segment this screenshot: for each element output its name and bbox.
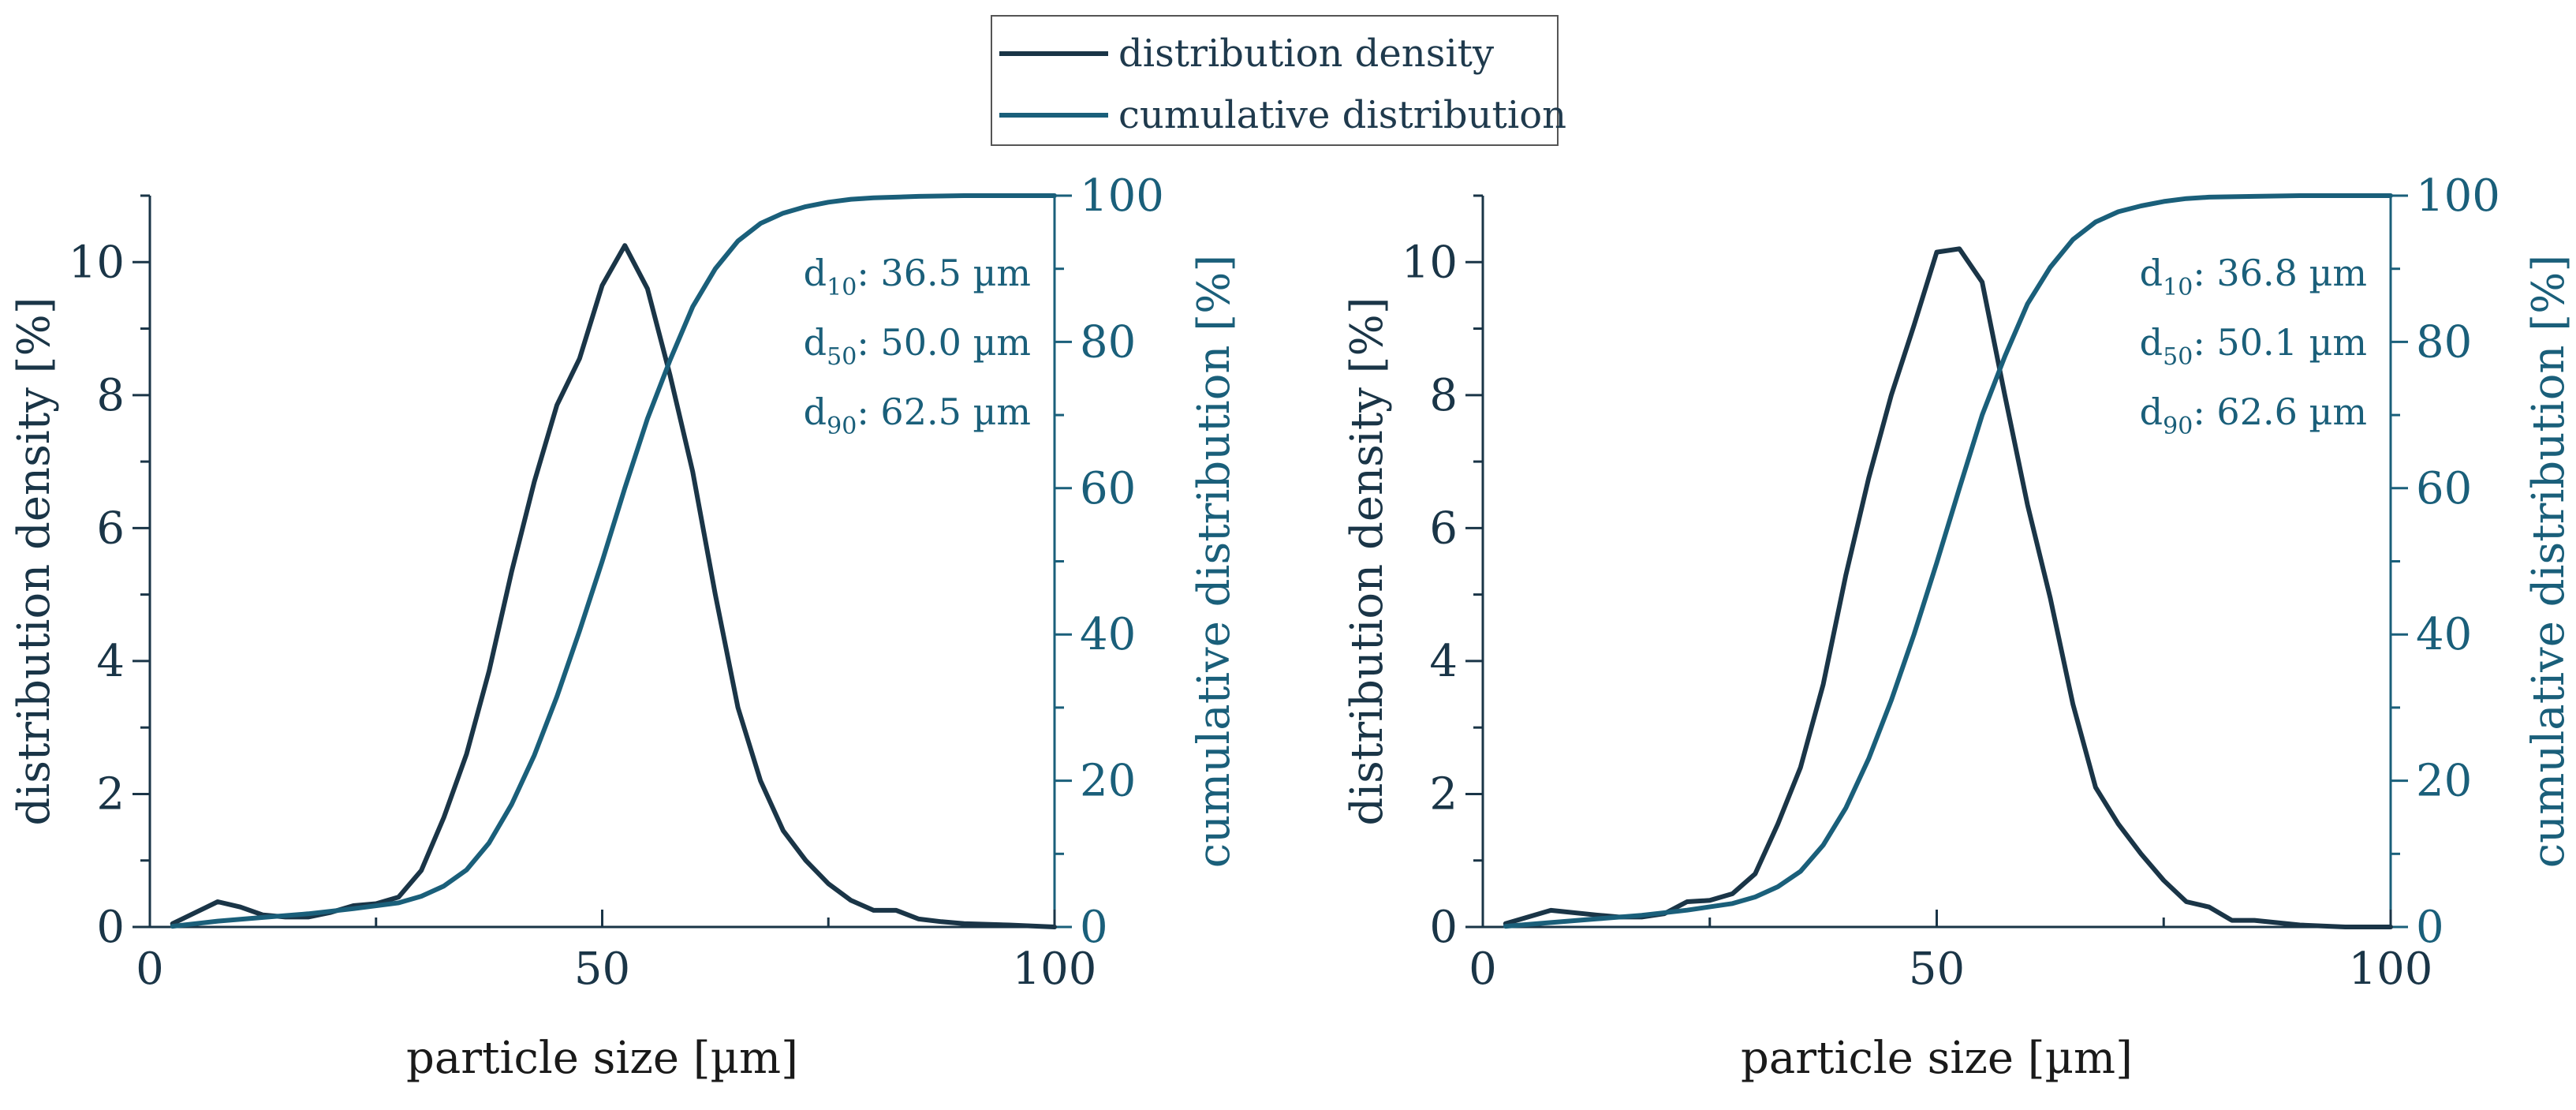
annotation-d90: d90: 62.6 µm <box>2140 391 2367 440</box>
y-left-tick-label: 4 <box>1429 636 1458 687</box>
annotation-value: : 62.6 µm <box>2193 391 2367 433</box>
y-right-tick-label: 0 <box>1080 902 1108 953</box>
annotation-value: : 62.5 µm <box>857 391 1031 433</box>
y-left-tick-label: 10 <box>69 237 125 288</box>
legend-label-cumulative: cumulative distribution <box>1118 93 1566 137</box>
y-right-tick-label: 80 <box>2416 316 2472 368</box>
annotation-base: d <box>804 252 827 294</box>
y-left-tick-label: 6 <box>1429 503 1458 554</box>
y-right-axis-title: cumulative distribution [%] <box>2523 255 2574 868</box>
y-right-tick-label: 40 <box>2416 609 2472 660</box>
annotation-d50: d50: 50.0 µm <box>804 321 1031 371</box>
annotation-value: : 50.0 µm <box>857 321 1031 364</box>
x-tick-label: 0 <box>1469 944 1497 995</box>
annotation-base: d <box>804 391 827 433</box>
legend-box <box>991 15 1559 146</box>
x-tick-label: 0 <box>136 944 164 995</box>
y-right-tick-label: 60 <box>2416 463 2472 514</box>
annotation-subscript: 10 <box>2163 274 2193 301</box>
series-line-cumulative <box>1503 193 2393 929</box>
annotation-subscript: 90 <box>2163 413 2193 440</box>
y-left-tick-label: 10 <box>1402 237 1458 288</box>
y-left-tick-label: 6 <box>96 503 125 554</box>
series-line-cumulative <box>170 193 1057 929</box>
y-right-axis-title: cumulative distribution [%] <box>1189 255 1240 868</box>
annotation-d50: d50: 50.1 µm <box>2140 321 2367 371</box>
annotation-d10: d10: 36.8 µm <box>2140 252 2367 301</box>
x-axis-title: particle size [µm] <box>1741 1033 2133 1084</box>
y-left-tick-label: 8 <box>1429 370 1458 421</box>
legend-label-density: distribution density <box>1118 32 1494 76</box>
y-left-tick-label: 0 <box>96 902 125 953</box>
annotation-value: : 36.5 µm <box>857 252 1031 294</box>
annotation-d10: d10: 36.5 µm <box>804 252 1031 301</box>
annotation-subscript: 10 <box>827 274 857 301</box>
y-right-tick-label: 0 <box>2416 902 2444 953</box>
x-tick-label: 100 <box>2349 944 2433 995</box>
annotation-subscript: 50 <box>827 343 857 371</box>
annotation-value: : 36.8 µm <box>2193 252 2367 294</box>
x-tick-label: 50 <box>1909 944 1965 995</box>
x-tick-label: 50 <box>574 944 630 995</box>
y-right-tick-label: 40 <box>1080 609 1136 660</box>
annotation-d90: d90: 62.5 µm <box>804 391 1031 440</box>
annotation-base: d <box>804 321 827 364</box>
x-axis-title: particle size [µm] <box>406 1033 798 1084</box>
legend: distribution density cumulative distribut… <box>991 15 1566 146</box>
y-right-tick-label: 80 <box>1080 316 1136 368</box>
y-right-tick-label: 100 <box>1080 170 1164 222</box>
y-left-tick-label: 8 <box>96 370 125 421</box>
y-left-tick-label: 2 <box>1429 768 1458 820</box>
y-left-axis-title: distribution density [%] <box>9 297 60 825</box>
y-right-tick-label: 100 <box>2416 170 2500 222</box>
annotation-value: : 50.1 µm <box>2193 321 2367 364</box>
annotation-subscript: 90 <box>827 413 857 440</box>
y-left-tick-label: 4 <box>96 636 125 687</box>
y-left-axis-title: distribution density [%] <box>1342 297 1393 825</box>
annotation-base: d <box>2140 391 2163 433</box>
annotation-base: d <box>2140 252 2163 294</box>
y-right-tick-label: 20 <box>1080 756 1136 807</box>
y-left-tick-label: 0 <box>1429 902 1458 953</box>
annotation-subscript: 50 <box>2163 343 2193 371</box>
y-right-tick-label: 20 <box>2416 756 2472 807</box>
y-left-tick-label: 2 <box>96 768 125 820</box>
series-line-density <box>1503 246 2393 929</box>
y-right-tick-label: 60 <box>1080 463 1136 514</box>
x-tick-label: 100 <box>1013 944 1097 995</box>
annotation-base: d <box>2140 321 2163 364</box>
